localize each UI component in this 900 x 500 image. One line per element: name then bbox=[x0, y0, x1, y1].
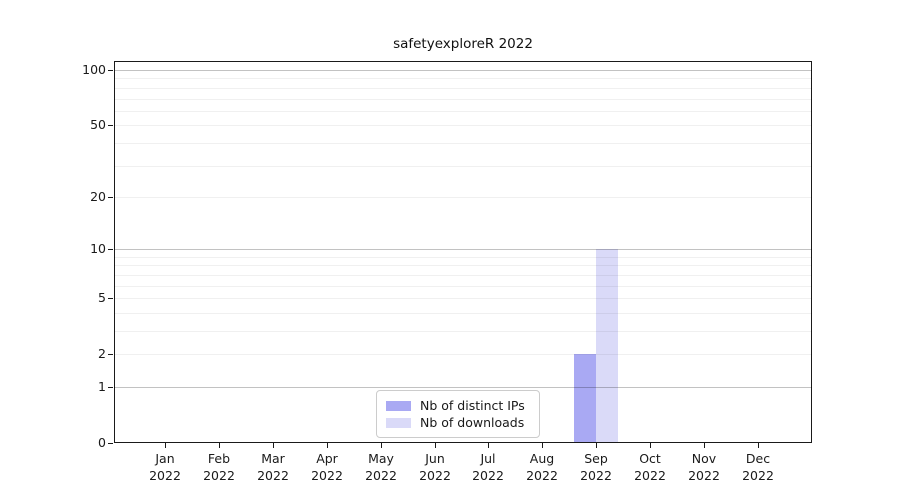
y-tick bbox=[108, 249, 113, 250]
x-tick bbox=[381, 443, 382, 448]
x-tick-label: Apr 2022 bbox=[297, 450, 357, 484]
x-tick-year: 2022 bbox=[742, 468, 774, 483]
y-tick-label: 10 bbox=[90, 241, 106, 256]
x-tick-year: 2022 bbox=[365, 468, 397, 483]
gridline-major bbox=[114, 70, 812, 71]
y-tick-label: 0 bbox=[98, 435, 106, 450]
x-tick-label: Mar 2022 bbox=[243, 450, 303, 484]
bar-distinct-ips bbox=[574, 354, 597, 442]
x-tick bbox=[327, 443, 328, 448]
gridline-minor bbox=[114, 331, 812, 332]
gridline-minor bbox=[114, 354, 812, 355]
x-tick-year: 2022 bbox=[419, 468, 451, 483]
x-tick bbox=[704, 443, 705, 448]
gridline-minor bbox=[114, 143, 812, 144]
x-tick-month: Jan bbox=[155, 451, 175, 466]
x-tick-label: Jan 2022 bbox=[135, 450, 195, 484]
gridline-minor bbox=[114, 257, 812, 258]
gridline-minor bbox=[114, 313, 812, 314]
x-tick-month: Aug bbox=[529, 451, 555, 466]
legend-item-downloads: Nb of downloads bbox=[386, 414, 530, 431]
x-tick-month: Oct bbox=[639, 451, 661, 466]
x-tick-label: Nov 2022 bbox=[674, 450, 734, 484]
x-tick-month: Jun bbox=[425, 451, 445, 466]
chart-title: safetyexploreR 2022 bbox=[393, 36, 533, 52]
y-tick-label: 5 bbox=[98, 290, 106, 305]
x-tick-month: Mar bbox=[261, 451, 285, 466]
x-tick-year: 2022 bbox=[472, 468, 504, 483]
legend-swatch-downloads bbox=[386, 417, 411, 428]
x-tick-label: Dec 2022 bbox=[728, 450, 788, 484]
x-tick-label: May 2022 bbox=[351, 450, 411, 484]
x-tick-label: Sep 2022 bbox=[566, 450, 626, 484]
x-tick-label: Feb 2022 bbox=[189, 450, 249, 484]
x-tick-year: 2022 bbox=[311, 468, 343, 483]
y-tick bbox=[108, 298, 113, 299]
x-tick-year: 2022 bbox=[257, 468, 289, 483]
x-tick-label: Jun 2022 bbox=[405, 450, 465, 484]
x-tick-year: 2022 bbox=[526, 468, 558, 483]
x-tick bbox=[488, 443, 489, 448]
legend: Nb of distinct IPs Nb of downloads bbox=[376, 390, 540, 438]
x-tick bbox=[273, 443, 274, 448]
x-tick-year: 2022 bbox=[203, 468, 235, 483]
gridline-minor bbox=[114, 111, 812, 112]
x-tick-month: Dec bbox=[745, 451, 771, 466]
gridline-minor bbox=[114, 99, 812, 100]
legend-label-distinct-ips: Nb of distinct IPs bbox=[420, 398, 525, 413]
x-tick-month: Feb bbox=[207, 451, 231, 466]
gridline-minor bbox=[114, 88, 812, 89]
gridline-minor bbox=[114, 286, 812, 287]
legend-swatch-distinct-ips bbox=[386, 400, 411, 411]
y-tick bbox=[108, 387, 113, 388]
plot-area bbox=[114, 61, 812, 443]
y-tick-label: 100 bbox=[82, 62, 106, 77]
x-tick-year: 2022 bbox=[688, 468, 720, 483]
x-tick-month: May bbox=[368, 451, 394, 466]
gridline-minor bbox=[114, 78, 812, 79]
x-tick bbox=[758, 443, 759, 448]
x-tick bbox=[165, 443, 166, 448]
gridline-minor bbox=[114, 125, 812, 126]
x-tick-month: Sep bbox=[584, 451, 608, 466]
legend-label-downloads: Nb of downloads bbox=[420, 415, 525, 430]
x-tick bbox=[650, 443, 651, 448]
y-tick-label: 1 bbox=[98, 379, 106, 394]
y-tick bbox=[108, 70, 113, 71]
y-tick bbox=[108, 197, 113, 198]
x-tick-year: 2022 bbox=[580, 468, 612, 483]
x-tick-label: Aug 2022 bbox=[512, 450, 572, 484]
gridline-minor bbox=[114, 197, 812, 198]
gridline-major bbox=[114, 387, 812, 388]
x-tick-year: 2022 bbox=[149, 468, 181, 483]
y-tick bbox=[108, 443, 113, 444]
x-tick-year: 2022 bbox=[634, 468, 666, 483]
gridline-minor bbox=[114, 275, 812, 276]
bar-downloads bbox=[596, 249, 619, 442]
y-tick bbox=[108, 354, 113, 355]
x-tick-label: Jul 2022 bbox=[458, 450, 518, 484]
x-tick bbox=[596, 443, 597, 448]
gridline-major bbox=[114, 249, 812, 250]
legend-item-distinct-ips: Nb of distinct IPs bbox=[386, 397, 530, 414]
x-tick bbox=[542, 443, 543, 448]
x-tick-label: Oct 2022 bbox=[620, 450, 680, 484]
x-tick bbox=[435, 443, 436, 448]
y-tick bbox=[108, 125, 113, 126]
gridline-minor bbox=[114, 265, 812, 266]
gridline-minor bbox=[114, 166, 812, 167]
y-tick-label: 50 bbox=[90, 117, 106, 132]
x-tick-month: Jul bbox=[480, 451, 496, 466]
y-tick-label: 2 bbox=[98, 346, 106, 361]
x-tick-month: Nov bbox=[691, 451, 717, 466]
x-tick bbox=[219, 443, 220, 448]
gridline-minor bbox=[114, 298, 812, 299]
y-tick-label: 20 bbox=[90, 189, 106, 204]
x-tick-month: Apr bbox=[316, 451, 338, 466]
